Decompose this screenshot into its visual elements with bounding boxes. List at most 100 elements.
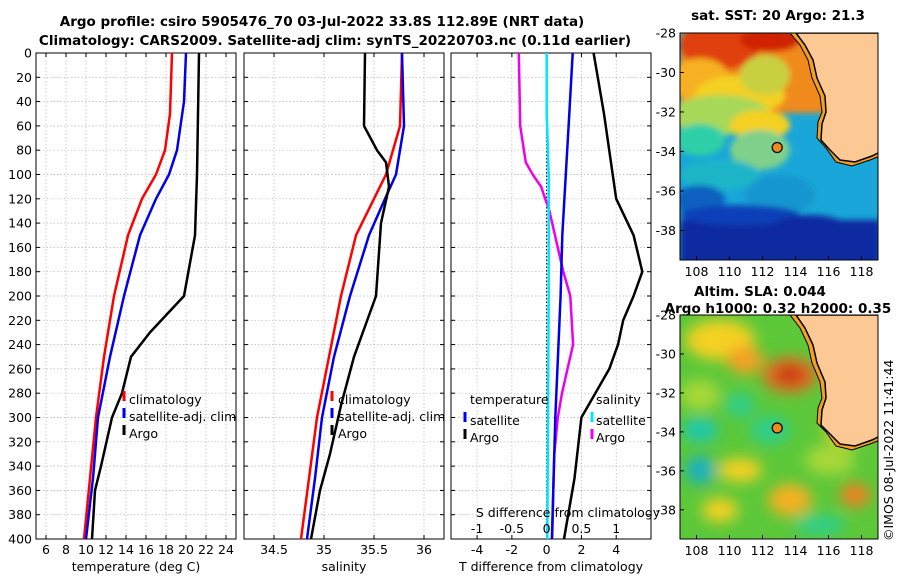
map-x-tick-label: 112 — [751, 543, 775, 558]
legend-label: Argo — [338, 426, 367, 441]
series-line-argo — [90, 52, 201, 540]
legend-heading: salinity — [596, 392, 641, 407]
map-x-tick-label: 114 — [784, 543, 808, 558]
legend-temperature-diff: temperature satellite Argo — [463, 392, 549, 445]
map-x-tick-label: 112 — [751, 264, 775, 279]
map-x-tick-label: 110 — [718, 543, 742, 558]
argo-position-marker-map2 — [771, 422, 783, 434]
top-x-tick-label: 0 — [543, 521, 551, 536]
series-line-argo — [309, 52, 391, 540]
y-tick-label: 300 — [8, 410, 32, 425]
sst-map — [680, 33, 878, 260]
x-tick-label: 20 — [178, 542, 194, 557]
x-tick-label: 10 — [78, 542, 94, 557]
legend-temperature-panel: climatology satellite-adj. clim Argo — [122, 391, 236, 441]
y-tick-label: 0 — [24, 46, 32, 61]
y-tick-label: 320 — [8, 434, 32, 449]
y-tick-label: 400 — [8, 532, 32, 547]
map-y-tick-label: -34 — [656, 144, 676, 159]
legend-heading: temperature — [470, 392, 549, 407]
y-tick-label: 40 — [16, 94, 32, 109]
series-line-climatology — [299, 52, 404, 540]
x-tick-label: 24 — [218, 542, 234, 557]
panel-2: 34.5 35 35.5 36 salinity climatology satellite… — [243, 52, 445, 574]
series-line-temperature-satellite — [550, 52, 574, 540]
top-x-tick-label: 1 — [612, 521, 620, 536]
x-tick-label: 34.5 — [260, 542, 288, 557]
y-tick-label: 20 — [16, 70, 32, 85]
top-x-tick-label: -0.5 — [500, 521, 524, 536]
legend-label: climatology — [338, 392, 411, 407]
y-tick-label: 360 — [8, 483, 32, 498]
series-line-satellite-adj-clim — [305, 52, 406, 540]
map-y-tick-label: -32 — [656, 104, 676, 119]
map-x-tick-label: 114 — [784, 264, 808, 279]
map-y-tick-label: -38 — [656, 502, 676, 517]
panel-3: -4 -2 0 2 4 T difference from climatology -1 -0… — [450, 52, 661, 574]
legend-salinity-diff: salinity satellite Argo — [590, 392, 646, 445]
sla-map-frame — [679, 314, 879, 540]
map-y-tick-label: -32 — [656, 385, 676, 400]
y-tick-label: 60 — [16, 118, 32, 133]
legend-label: satellite-adj. clim — [338, 409, 445, 424]
map-y-tick-label: -38 — [656, 223, 676, 238]
y-tick-label: 280 — [8, 386, 32, 401]
panel-frame-3 — [450, 52, 652, 540]
x-tick-label: 2 — [577, 542, 585, 557]
top-x-axis-label: S difference from climatology — [476, 505, 661, 520]
y-tick-label: 100 — [8, 167, 32, 182]
map-y-tick-label: -28 — [656, 308, 676, 323]
figure-title-line1: Argo profile: csiro 5905476_70 03-Jul-20… — [60, 14, 584, 30]
x-tick-label: 35.5 — [360, 542, 388, 557]
series-line-salinity-argo — [517, 52, 575, 540]
x-axis-label-2: salinity — [322, 559, 367, 574]
y-tick-label: 140 — [8, 216, 32, 231]
argo-position-marker-map1 — [771, 141, 783, 154]
map1-title: sat. SST: 20 Argo: 21.3 — [691, 8, 865, 24]
y-tick-label: 240 — [8, 337, 32, 352]
map2-title-line1: Altim. SLA: 0.044 — [694, 284, 826, 300]
y-tick-label: 160 — [8, 240, 32, 255]
x-tick-label: 6 — [42, 542, 50, 557]
legend-label: Argo — [129, 426, 158, 441]
x-tick-label: 35 — [316, 542, 332, 557]
y-tick-label: 80 — [16, 143, 32, 158]
grid-2 — [244, 52, 444, 540]
map-y-tick-label: -30 — [656, 65, 676, 80]
top-x-tick-label: 0.5 — [571, 521, 591, 536]
map-x-tick-label: 118 — [850, 264, 874, 279]
x-tick-label: 12 — [98, 542, 114, 557]
series-line-temperature-argo — [562, 52, 644, 540]
legend-label: satellite-adj. clim — [129, 409, 236, 424]
map-y-tick-label: -28 — [656, 26, 676, 41]
legend-label: satellite — [470, 413, 520, 428]
legend-salinity-panel: climatology satellite-adj. clim Argo — [330, 391, 445, 441]
map-y-tick-label: -30 — [656, 346, 676, 361]
top-x-tick-label: -1 — [471, 521, 483, 536]
series-line-salinity-satellite — [545, 53, 550, 540]
x-tick-label: 8 — [62, 542, 70, 557]
map-y-tick-label: -36 — [656, 183, 676, 198]
x-tick-label: 4 — [612, 542, 620, 557]
grid-1 — [36, 52, 236, 540]
x-tick-label: 0 — [543, 542, 551, 557]
y-tick-label: 120 — [8, 191, 32, 206]
map-y-tick-label: -36 — [656, 463, 676, 478]
legend-label: Argo — [470, 430, 499, 445]
credit-text: ©IMOS 08-Jul-2022 11:41:44 — [881, 360, 896, 541]
map-x-tick-label: 110 — [718, 264, 742, 279]
y-tick-label: 220 — [8, 313, 32, 328]
x-tick-label: -4 — [471, 542, 484, 557]
y-tick-label: 340 — [8, 459, 32, 474]
x-tick-label: 22 — [198, 542, 214, 557]
x-axis-label-1: temperature (deg C) — [72, 559, 201, 574]
x-tick-label: 36 — [416, 542, 432, 557]
legend-label: satellite — [596, 413, 646, 428]
y-tick-label: 380 — [8, 507, 32, 522]
x-tick-label: 14 — [118, 542, 134, 557]
map2-title-line2: Argo h1000: 0.32 h2000: 0.35 — [665, 301, 892, 317]
legend-label: climatology — [129, 392, 202, 407]
x-tick-label: -2 — [506, 542, 518, 557]
y-tick-label: 200 — [8, 289, 32, 304]
